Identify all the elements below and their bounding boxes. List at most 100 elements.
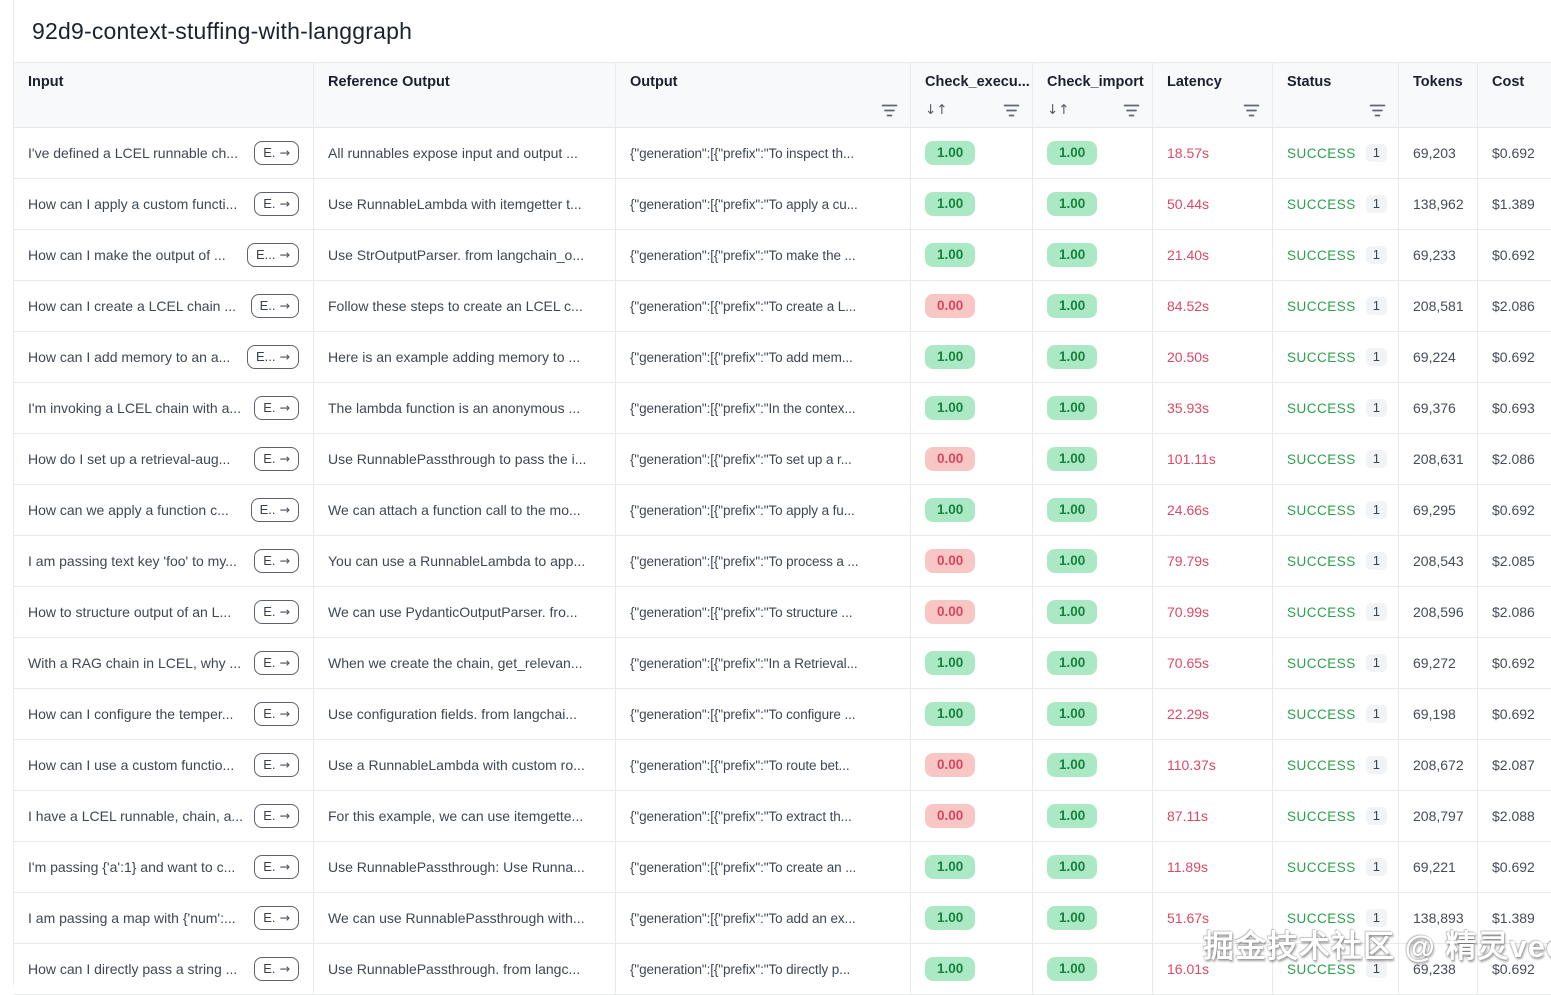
table-row[interactable]: How can I use a custom functio... E. → U… (14, 740, 1551, 791)
tokens-cell: 208,672 (1399, 740, 1478, 790)
column-label: Check_import (1047, 74, 1144, 90)
latency-cell: 16.01s (1153, 944, 1273, 994)
cost-value: $0.692 (1492, 349, 1535, 365)
table-row[interactable]: How to structure output of an L... E. → … (14, 587, 1551, 638)
sort-icon[interactable]: ↓↑ (925, 102, 948, 118)
reference-output-text: When we create the chain, get_relevan... (328, 655, 583, 671)
check-execution-chip: 1.00 (925, 855, 976, 879)
check-import-chip: 1.00 (1047, 957, 1098, 981)
tokens-value: 69,238 (1413, 961, 1456, 977)
status-badge: SUCCESS (1287, 502, 1356, 518)
column-label: Input (28, 74, 64, 90)
filter-icon[interactable] (881, 104, 898, 117)
cost-value: $0.692 (1492, 859, 1535, 875)
tokens-cell: 208,581 (1399, 281, 1478, 331)
reference-output-text: Use configuration fields. from langchai.… (328, 706, 578, 722)
table-row[interactable]: How can I make the output of ... E... → … (14, 230, 1551, 281)
filter-icon[interactable] (1369, 104, 1386, 117)
status-cell: SUCCESS 1 (1273, 944, 1399, 994)
input-text: How can I add memory to an a... (28, 349, 231, 365)
arrow-right-icon: → (279, 604, 290, 619)
table-row[interactable]: With a RAG chain in LCEL, why ... E. → W… (14, 638, 1551, 689)
table-row[interactable]: How can I configure the temper... E. → U… (14, 689, 1551, 740)
latency-cell: 18.57s (1153, 128, 1273, 178)
latency-value: 110.37s (1167, 757, 1216, 773)
example-link-button[interactable]: E.. → (250, 294, 299, 318)
check-import-chip: 1.00 (1047, 141, 1098, 165)
tokens-cell: 69,224 (1399, 332, 1478, 382)
latency-value: 21.40s (1167, 247, 1210, 263)
example-link-button[interactable]: E... → (247, 345, 299, 369)
check-import-chip: 1.00 (1047, 498, 1098, 522)
example-link-button[interactable]: E. → (254, 651, 299, 675)
example-link-button[interactable]: E. → (254, 855, 299, 879)
example-link-button[interactable]: E. → (254, 957, 299, 981)
example-link-button[interactable]: E.. → (250, 498, 299, 522)
latency-value: 101.11s (1167, 451, 1216, 467)
reference-output-cell: You can use a RunnableLambda to app... (314, 536, 616, 586)
experiment-panel: 92d9-context-stuffing-with-langgraph Inp… (13, 0, 1551, 995)
example-link-button[interactable]: E. → (254, 906, 299, 930)
input-cell: I'm passing {'a':1} and want to c... E. … (14, 842, 314, 892)
table-row[interactable]: How can we apply a function c... E.. → W… (14, 485, 1551, 536)
latency-cell: 50.44s (1153, 179, 1273, 229)
check-import-chip: 1.00 (1047, 549, 1098, 573)
check-import-chip: 1.00 (1047, 447, 1098, 471)
input-cell: I am passing a map with {'num':... E. → (14, 893, 314, 943)
filter-icon[interactable] (1003, 104, 1020, 117)
run-count-badge: 1 (1365, 144, 1387, 162)
example-link-button[interactable]: E. → (254, 804, 299, 828)
example-link-button[interactable]: E... → (247, 243, 299, 267)
tokens-value: 69,376 (1413, 400, 1456, 416)
output-cell: {"generation":[{"prefix":"To set up a r.… (616, 434, 911, 484)
column-label: Reference Output (328, 74, 450, 90)
check-execution-chip: 0.00 (925, 804, 976, 828)
table-row[interactable]: How can I apply a custom functi... E. → … (14, 179, 1551, 230)
example-link-button[interactable]: E. → (254, 447, 299, 471)
arrow-right-icon: → (279, 298, 290, 313)
check-import-cell: 1.00 (1033, 944, 1153, 994)
output-text: {"generation":[{"prefix":"To structure .… (630, 604, 853, 620)
check-execution-cell: 1.00 (911, 230, 1033, 280)
status-badge: SUCCESS (1287, 808, 1356, 824)
cost-cell: $0.693 (1478, 383, 1551, 433)
table-row[interactable]: I have a LCEL runnable, chain, a... E. →… (14, 791, 1551, 842)
run-count-badge: 1 (1365, 246, 1387, 264)
table-row[interactable]: How can I add memory to an a... E... → H… (14, 332, 1551, 383)
reference-output-text: Use RunnablePassthrough. from langc... (328, 961, 581, 977)
check-import-chip: 1.00 (1047, 345, 1098, 369)
example-link-button[interactable]: E. → (254, 600, 299, 624)
table-row[interactable]: I'm invoking a LCEL chain with a... E. →… (14, 383, 1551, 434)
latency-cell: 22.29s (1153, 689, 1273, 739)
example-link-button[interactable]: E. → (254, 549, 299, 573)
run-count-badge: 1 (1365, 399, 1387, 417)
table-row[interactable]: I am passing text key 'foo' to my... E. … (14, 536, 1551, 587)
example-link-button[interactable]: E. → (254, 396, 299, 420)
status-cell: SUCCESS 1 (1273, 842, 1399, 892)
table-row[interactable]: How can I directly pass a string ... E. … (14, 944, 1551, 995)
table-row[interactable]: I'm passing {'a':1} and want to c... E. … (14, 842, 1551, 893)
tokens-value: 69,198 (1413, 706, 1456, 722)
filter-icon[interactable] (1243, 104, 1260, 117)
check-execution-chip: 0.00 (925, 549, 976, 573)
reference-output-text: For this example, we can use itemgette..… (328, 808, 584, 824)
table-row[interactable]: How do I set up a retrieval-aug... E. → … (14, 434, 1551, 485)
reference-output-cell: Use RunnablePassthrough to pass the i... (314, 434, 616, 484)
example-link-button[interactable]: E. → (254, 192, 299, 216)
check-execution-chip: 1.00 (925, 396, 976, 420)
table-row[interactable]: How can I create a LCEL chain ... E.. → … (14, 281, 1551, 332)
filter-icon[interactable] (1123, 104, 1140, 117)
example-link-button[interactable]: E. → (254, 753, 299, 777)
sort-icon[interactable]: ↓↑ (1047, 102, 1070, 118)
output-text: {"generation":[{"prefix":"To inspect th.… (630, 145, 854, 161)
arrow-right-icon: → (279, 349, 290, 364)
output-cell: {"generation":[{"prefix":"To add mem... (616, 332, 911, 382)
input-text: How can I directly pass a string ... (28, 961, 238, 977)
table-row[interactable]: I am passing a map with {'num':... E. → … (14, 893, 1551, 944)
output-text: {"generation":[{"prefix":"To add mem... (630, 349, 853, 365)
check-import-cell: 1.00 (1033, 536, 1153, 586)
table-row[interactable]: I've defined a LCEL runnable ch... E. → … (14, 128, 1551, 179)
example-link-button[interactable]: E. → (254, 141, 299, 165)
example-link-button[interactable]: E. → (254, 702, 299, 726)
tokens-cell: 69,203 (1399, 128, 1478, 178)
